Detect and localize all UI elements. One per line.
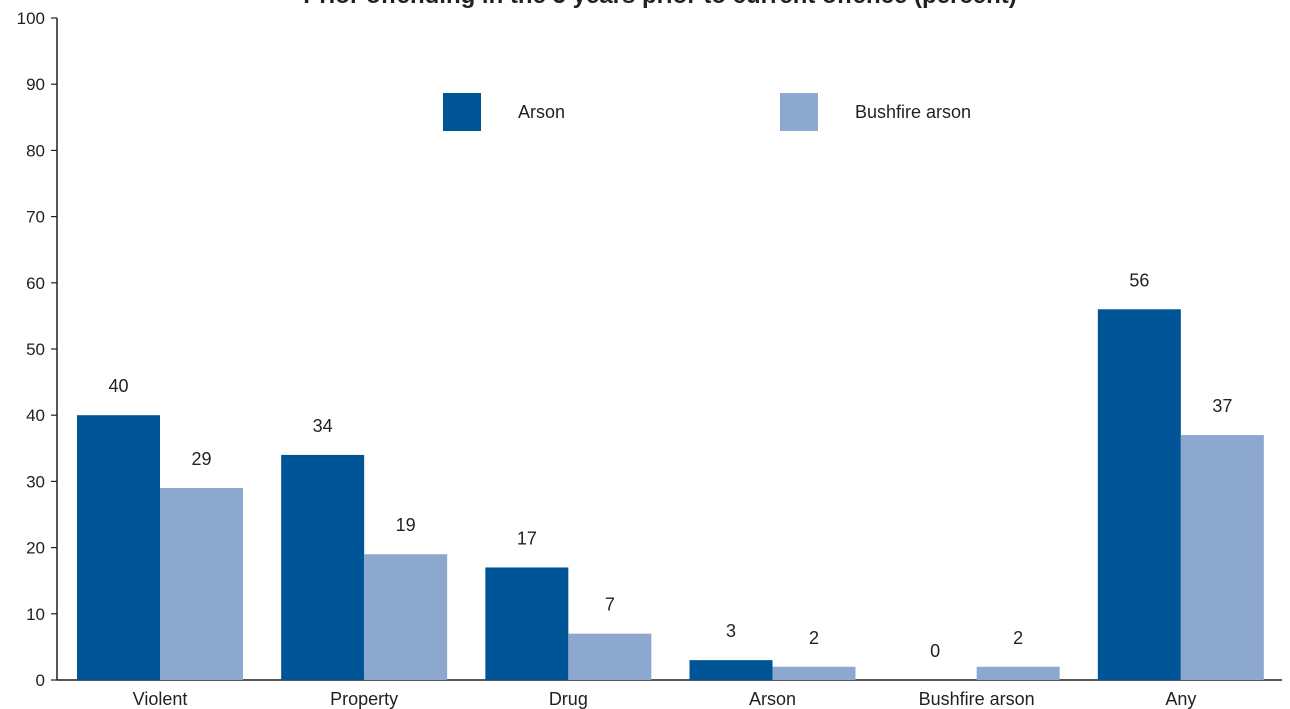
y-tick-label: 20 — [26, 539, 45, 558]
data-label: 2 — [1013, 628, 1023, 648]
bar — [689, 660, 773, 680]
y-axis: 0 10 20 30 40 50 60 70 80 90 100 — [17, 9, 58, 690]
x-tick-label: Drug — [549, 689, 588, 709]
x-tick-label: Bushfire arson — [919, 689, 1035, 709]
data-label: 2 — [809, 628, 819, 648]
data-label: 7 — [605, 595, 615, 615]
bar — [77, 415, 160, 680]
bar — [976, 666, 1060, 680]
data-label: 40 — [108, 376, 128, 396]
legend-swatch — [780, 93, 818, 131]
y-tick-label: 100 — [17, 9, 45, 28]
x-tick-label: Any — [1165, 689, 1196, 709]
y-tick-label: 10 — [26, 605, 45, 624]
data-label: 37 — [1212, 396, 1232, 416]
bar — [160, 488, 243, 680]
data-label: 56 — [1129, 270, 1149, 290]
data-labels: 40 29 34 19 17 7 3 2 0 2 56 37 — [108, 270, 1232, 661]
y-tick-label: 70 — [26, 208, 45, 227]
bar — [568, 633, 652, 680]
legend: Arson Bushfire arson — [443, 93, 971, 131]
bar — [364, 554, 448, 680]
bar — [485, 567, 569, 680]
legend-label: Arson — [518, 102, 565, 122]
bar — [772, 666, 856, 680]
y-tick-label: 30 — [26, 472, 45, 491]
bar — [1097, 309, 1181, 680]
bar — [1180, 435, 1264, 680]
data-label: 0 — [930, 641, 940, 661]
legend-swatch — [443, 93, 481, 131]
data-label: 17 — [517, 528, 537, 548]
x-tick-label: Property — [330, 689, 398, 709]
legend-label: Bushfire arson — [855, 102, 971, 122]
bars — [77, 309, 1264, 680]
y-tick-label: 90 — [26, 75, 45, 94]
bar — [281, 454, 365, 680]
x-tick-label: Arson — [749, 689, 796, 709]
x-axis: Violent Property Drug Arson Bushfire arson An… — [57, 679, 1282, 709]
data-label: 3 — [726, 621, 736, 641]
y-tick-label: 40 — [26, 406, 45, 425]
x-tick-label: Violent — [133, 689, 188, 709]
y-tick-label: 50 — [26, 340, 45, 359]
chart-title: Prior offending in the 5 years prior to … — [303, 0, 1016, 9]
y-tick-label: 80 — [26, 141, 45, 160]
y-tick-label: 0 — [36, 671, 45, 690]
data-label: 19 — [396, 515, 416, 535]
y-tick-label: 60 — [26, 274, 45, 293]
data-label: 34 — [313, 416, 333, 436]
data-label: 29 — [191, 449, 211, 469]
